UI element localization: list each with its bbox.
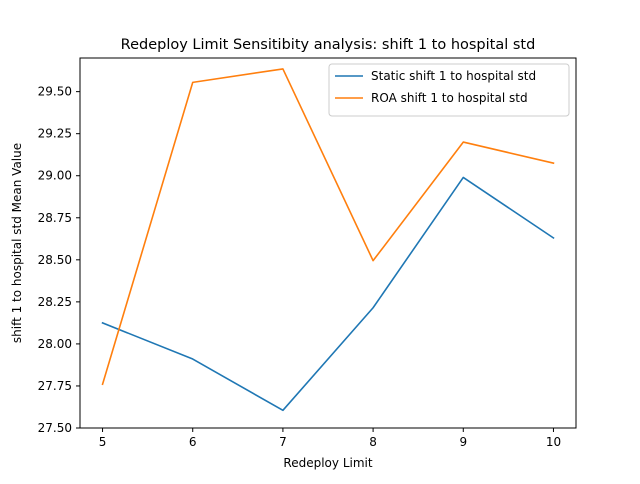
legend-label-1: Static shift 1 to hospital std bbox=[371, 69, 536, 83]
y-tick-label: 28.50 bbox=[38, 253, 72, 267]
x-tick-label: 6 bbox=[189, 435, 197, 449]
y-tick-label: 27.50 bbox=[38, 421, 72, 435]
series-line-2 bbox=[101, 68, 555, 386]
x-tick-label: 10 bbox=[546, 435, 561, 449]
legend: Static shift 1 to hospital std ROA shift … bbox=[328, 63, 570, 117]
y-tick-label: 29.50 bbox=[38, 85, 72, 99]
y-tick-label: 28.75 bbox=[38, 211, 72, 225]
y-tick-label: 29.00 bbox=[38, 169, 72, 183]
x-axis: 5 6 7 8 9 10 bbox=[99, 428, 561, 449]
y-tick-label: 28.25 bbox=[38, 295, 72, 309]
y-tick-label: 28.00 bbox=[38, 337, 72, 351]
y-axis: 27.50 27.75 28.00 28.25 28.50 28.75 29.00 29.25… bbox=[38, 85, 80, 435]
plot-area-frame bbox=[79, 57, 577, 429]
y-tick-label: 29.25 bbox=[38, 127, 72, 141]
x-tick-label: 5 bbox=[99, 435, 107, 449]
x-tick-label: 7 bbox=[279, 435, 287, 449]
legend-label-2: ROA shift 1 to hospital std bbox=[371, 91, 528, 105]
y-axis-label: shift 1 to hospital std Mean Value bbox=[10, 143, 24, 343]
x-tick-label: 8 bbox=[369, 435, 377, 449]
legend-box bbox=[328, 63, 570, 117]
chart-title: Redeploy Limit Sensitibity analysis: shi… bbox=[121, 37, 536, 53]
series-layer bbox=[101, 68, 555, 412]
x-tick-label: 9 bbox=[459, 435, 467, 449]
x-axis-label: Redeploy Limit bbox=[283, 456, 372, 470]
y-tick-label: 27.75 bbox=[38, 379, 72, 393]
series-line-1 bbox=[101, 176, 555, 412]
